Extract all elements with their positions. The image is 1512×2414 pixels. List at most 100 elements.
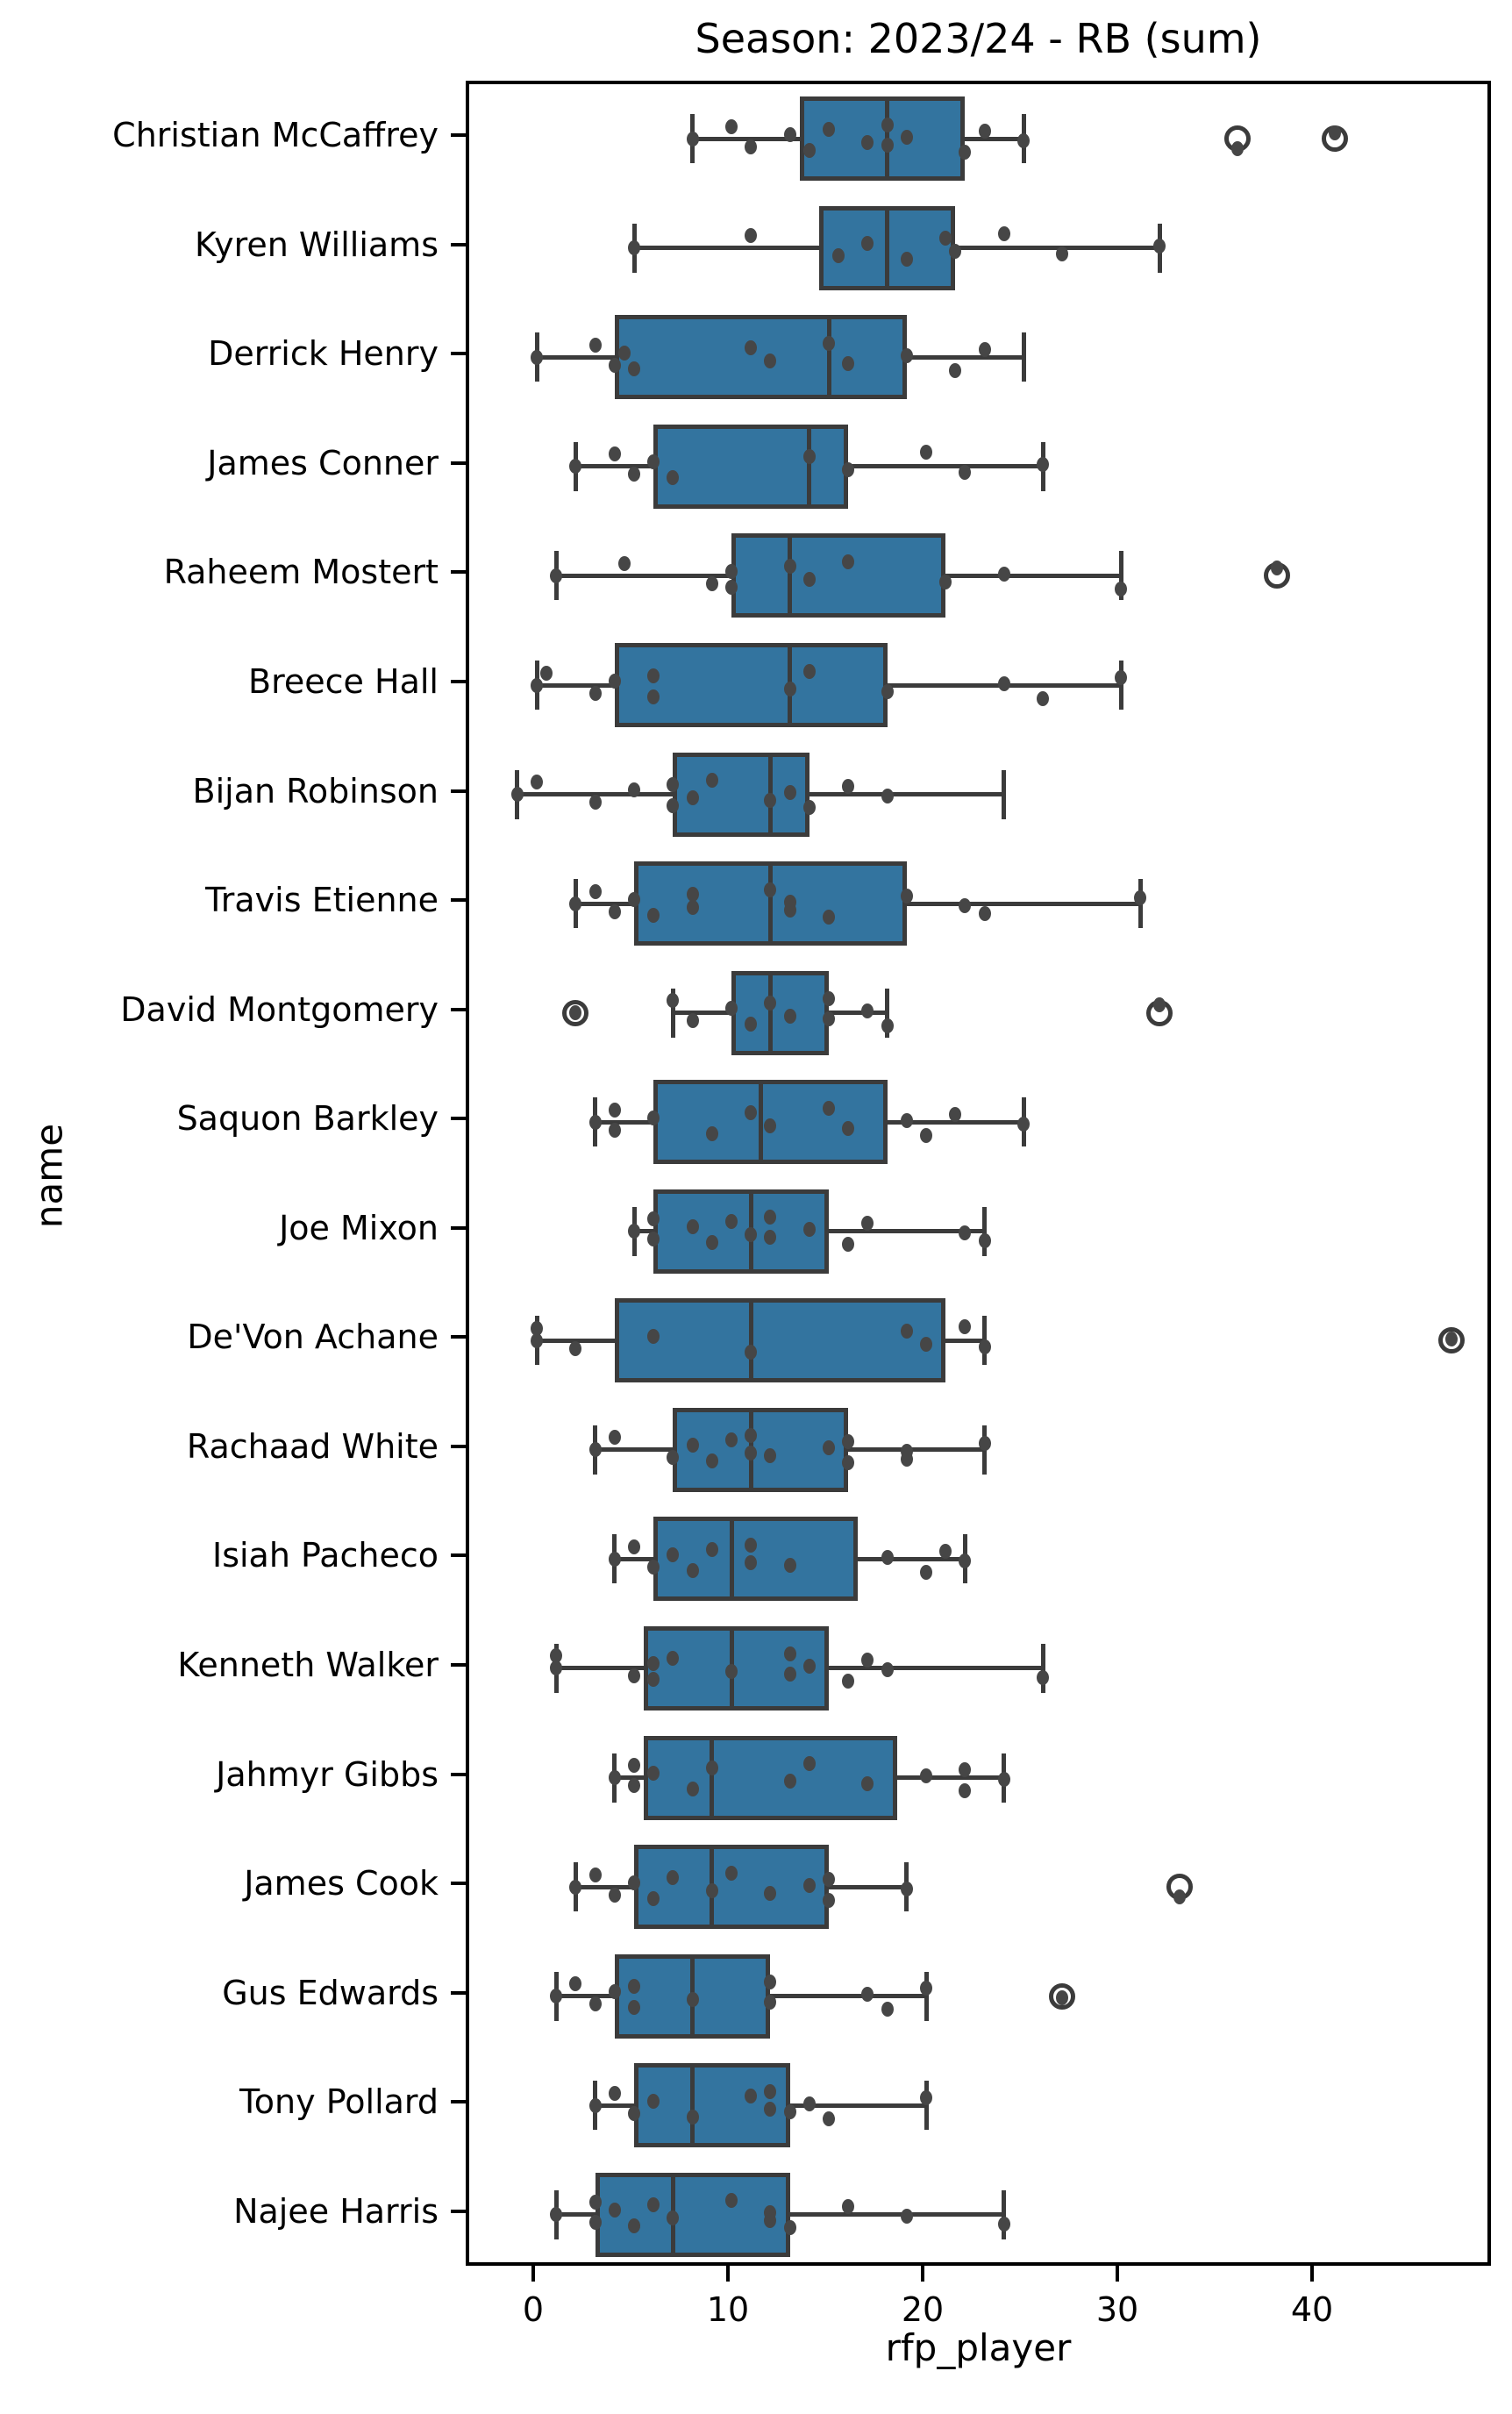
strip-point [705, 1882, 718, 1898]
strip-point [823, 1871, 835, 1887]
strip-point [900, 1323, 913, 1339]
y-tick-label: Breece Hall [248, 662, 439, 702]
median-line [767, 970, 773, 1055]
strip-point [647, 1890, 660, 1906]
strip-point [705, 1125, 718, 1141]
median-line [748, 1298, 753, 1383]
strip-point [802, 571, 816, 587]
strip-point [861, 134, 874, 150]
y-tick-label: Travis Etienne [205, 881, 439, 920]
strip-point [978, 1339, 991, 1354]
strip-point [764, 1230, 777, 1246]
strip-point [705, 575, 718, 591]
strip-point [1017, 132, 1030, 148]
strip-point [823, 1100, 835, 1116]
strip-point [725, 1214, 738, 1230]
y-tick-mark [451, 1335, 466, 1339]
strip-point [588, 883, 602, 899]
box [634, 2063, 790, 2148]
strip-point [686, 886, 699, 902]
strip-point [997, 226, 1010, 242]
strip-point [920, 1768, 932, 1784]
strip-point [540, 665, 553, 681]
strip-point [802, 800, 816, 816]
strip-point [608, 357, 621, 373]
y-tick-label: Derrick Henry [208, 334, 439, 374]
strip-point [939, 231, 952, 246]
box [673, 1407, 849, 1492]
strip-point [608, 903, 621, 919]
outlier-marker [1438, 1327, 1466, 1354]
strip-point [823, 335, 835, 351]
box [653, 1189, 829, 1274]
strip-point [745, 339, 758, 355]
strip-point [842, 779, 855, 795]
y-tick-label: Christian McCaffrey [112, 116, 439, 155]
strip-point [745, 2088, 758, 2103]
box [731, 970, 829, 1055]
strip-point [745, 1017, 758, 1032]
strip-point [647, 1672, 660, 1688]
strip-point [783, 894, 796, 910]
strip-point [861, 1216, 874, 1232]
strip-point [764, 1118, 777, 1133]
strip-point [959, 897, 972, 913]
median-line [767, 861, 773, 946]
strip-point [647, 1232, 660, 1247]
strip-point [764, 996, 777, 1011]
strip-point [686, 1992, 699, 2008]
strip-point [978, 341, 991, 357]
strip-point [783, 1557, 796, 1573]
strip-point [1115, 669, 1127, 685]
strip-point [588, 1996, 602, 2012]
strip-point [997, 566, 1010, 582]
strip-point [861, 1653, 874, 1668]
strip-point [686, 1438, 699, 1453]
strip-point [802, 142, 816, 158]
strip-point [920, 2089, 932, 2105]
strip-point [997, 2217, 1010, 2232]
strip-point [920, 1127, 932, 1143]
strip-point [764, 2083, 777, 2099]
strip-point [939, 1543, 952, 1559]
whisker-cap [1021, 332, 1026, 382]
strip-point [959, 1318, 972, 1334]
whisker-cap [982, 1206, 988, 1256]
x-tick-label: 30 [1095, 2290, 1139, 2329]
strip-point [550, 568, 563, 583]
strip-point [647, 454, 660, 470]
y-tick-mark [451, 2209, 466, 2213]
strip-point [705, 1541, 718, 1557]
x-tick-mark [921, 2266, 924, 2282]
strip-point [900, 252, 913, 268]
y-tick-label: Najee Harris [233, 2191, 439, 2231]
strip-point [745, 1227, 758, 1243]
strip-point [667, 1869, 680, 1885]
strip-point [725, 118, 738, 134]
strip-point [1037, 1670, 1050, 1686]
strip-point [725, 579, 738, 595]
y-tick-label: Raheem Mostert [163, 553, 439, 592]
strip-point [647, 668, 660, 683]
strip-point [1445, 1331, 1459, 1346]
strip-point [842, 1455, 855, 1471]
strip-point [628, 1875, 640, 1890]
strip-point [745, 1428, 758, 1444]
median-line [710, 1735, 715, 1820]
strip-point [783, 1774, 796, 1789]
strip-point [569, 1005, 582, 1021]
strip-point [628, 782, 640, 798]
strip-point [959, 465, 972, 481]
strip-point [725, 1865, 738, 1881]
strip-point [802, 1222, 816, 1238]
strip-point [745, 1344, 758, 1360]
strip-point [842, 1434, 855, 1450]
strip-point [531, 775, 543, 790]
strip-point [569, 1879, 582, 1895]
strip-point [823, 2110, 835, 2126]
strip-point [842, 1674, 855, 1689]
strip-point [686, 790, 699, 806]
strip-point [1153, 997, 1166, 1013]
strip-point [667, 1546, 680, 1562]
strip-point [764, 2205, 777, 2221]
